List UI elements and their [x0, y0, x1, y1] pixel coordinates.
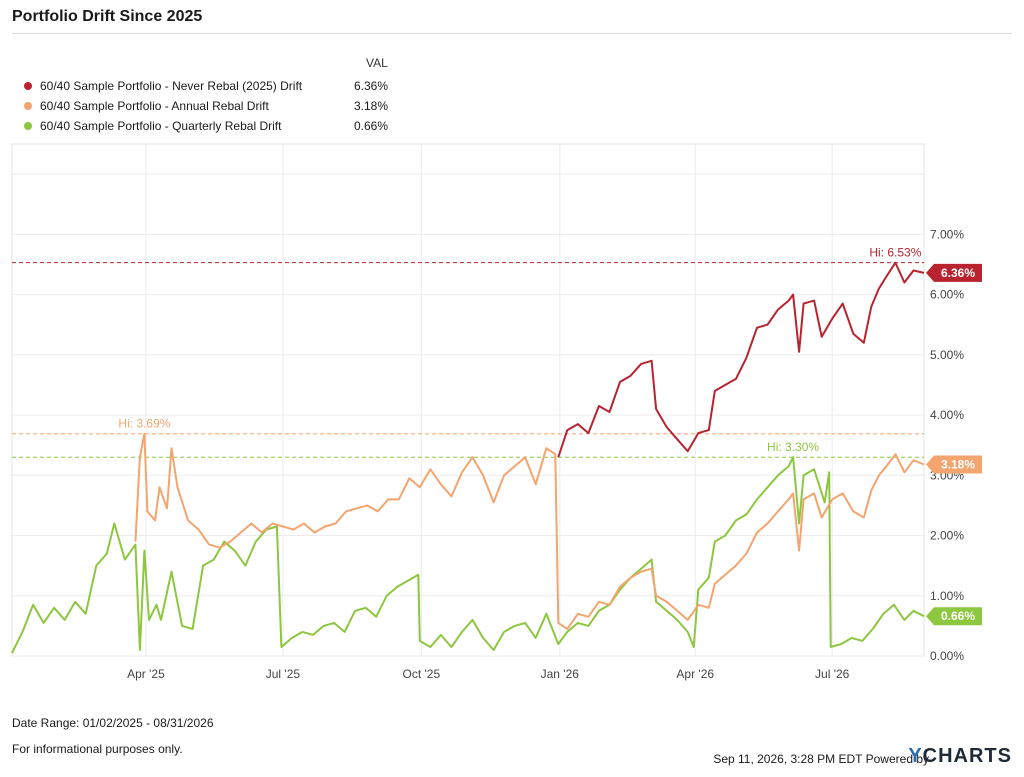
last-value-flag [926, 263, 982, 282]
legend-item-annual-rebal[interactable]: 60/40 Sample Portfolio - Annual Rebal Dr… [24, 98, 269, 114]
line-chart[interactable]: 0.00%1.00%2.00%3.00%4.00%5.00%6.00%7.00%… [0, 140, 1024, 685]
y-tick-label: 5.00% [930, 348, 964, 362]
x-tick-label: Jul '26 [815, 667, 850, 681]
hi-label: Hi: 3.69% [118, 417, 170, 431]
hi-label: Hi: 6.53% [869, 246, 921, 260]
last-value-flag [926, 607, 982, 626]
legend-marker-icon [24, 102, 32, 110]
last-value-flag [926, 455, 982, 474]
legend-marker-icon [24, 122, 32, 130]
x-tick-label: Jan '26 [541, 667, 580, 681]
legend-label: 60/40 Sample Portfolio - Never Rebal (20… [40, 79, 303, 93]
x-tick-label: Jul '25 [266, 667, 301, 681]
x-tick-label: Apr '26 [676, 667, 714, 681]
ycharts-logo[interactable]: YCHARTS [908, 745, 1012, 767]
legend-item-quarterly-rebal[interactable]: 60/40 Sample Portfolio - Quarterly Rebal… [24, 118, 281, 134]
legend-value: 6.36% [354, 79, 389, 93]
legend-label: 60/40 Sample Portfolio - Annual Rebal Dr… [40, 99, 269, 113]
legend-value: 3.18% [354, 99, 389, 113]
title-divider [12, 33, 1012, 34]
y-tick-label: 7.00% [930, 227, 964, 241]
hi-label: Hi: 3.30% [767, 440, 819, 454]
x-tick-label: Apr '25 [127, 667, 165, 681]
last-value-label: 0.66% [941, 609, 975, 623]
legend-value: 0.66% [354, 119, 389, 133]
last-value-label: 3.18% [941, 457, 975, 471]
y-tick-label: 6.00% [930, 288, 964, 302]
y-tick-label: 2.00% [930, 529, 964, 543]
y-tick-label: 1.00% [930, 589, 964, 603]
legend-label: 60/40 Sample Portfolio - Quarterly Rebal… [40, 119, 282, 133]
series-line [11, 456, 925, 654]
legend-marker-icon [24, 82, 32, 90]
y-tick-label: 4.00% [930, 408, 964, 422]
chart-title: Portfolio Drift Since 2025 [12, 8, 203, 25]
legend-item-never-rebal[interactable]: 60/40 Sample Portfolio - Never Rebal (20… [24, 78, 302, 94]
y-tick-label: 0.00% [930, 649, 964, 663]
series-line [557, 261, 925, 458]
series-line [134, 432, 925, 630]
x-tick-label: Oct '25 [403, 667, 441, 681]
last-value-label: 6.36% [941, 266, 975, 280]
disclaimer: For informational purposes only. [12, 742, 183, 756]
date-range: Date Range: 01/02/2025 - 08/31/2026 [12, 716, 214, 730]
timestamp: Sep 11, 2026, 3:28 PM EDT Powered by [713, 752, 929, 766]
legend-header: VAL [366, 56, 388, 70]
